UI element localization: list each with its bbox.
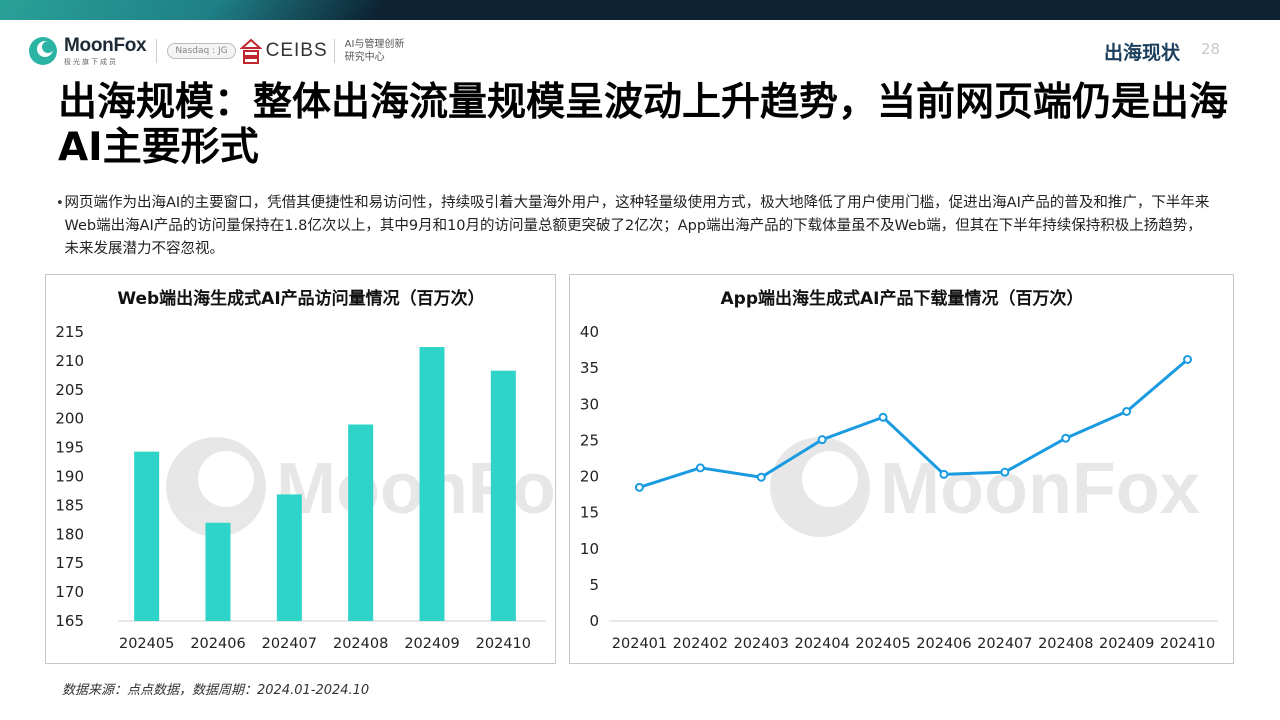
data-point <box>1000 467 1010 477</box>
partner-subtitle-2: 研究中心 <box>344 52 385 63</box>
x-tick-label: 202407 <box>262 636 317 652</box>
x-tick-label: 202410 <box>476 636 531 652</box>
data-point <box>1183 354 1193 364</box>
x-tick-label: 202402 <box>673 636 728 652</box>
bar <box>205 522 231 621</box>
bar <box>490 370 516 621</box>
y-tick-label: 205 <box>55 381 84 399</box>
watermark-icon <box>770 437 870 537</box>
brand-subtitle: 极光旗下成员 <box>64 57 118 66</box>
x-tick-label: 202404 <box>794 636 849 652</box>
x-tick-label: 202410 <box>1160 636 1215 652</box>
y-tick-label: 10 <box>580 540 599 558</box>
bar <box>348 424 374 621</box>
partner-subtitle-1: AI与管理创新 <box>344 39 405 50</box>
data-point <box>817 435 827 445</box>
x-tick-label: 202406 <box>190 636 245 652</box>
page-number: 28 <box>1201 40 1221 58</box>
bar <box>134 451 160 621</box>
series-line <box>638 358 1189 489</box>
y-tick-label: 195 <box>55 439 84 457</box>
data-point <box>1122 406 1132 416</box>
chart-title: App端出海生成式AI产品下载量情况（百万次） <box>721 288 1084 309</box>
moonfox-watermark: MoonFox <box>770 437 1200 537</box>
partner-divider <box>333 39 335 63</box>
y-tick-label: 40 <box>580 323 599 341</box>
y-tick-label: 165 <box>55 612 84 630</box>
ceibs-logo-icon <box>239 38 262 64</box>
logo-divider <box>156 39 158 63</box>
x-tick-label: 202405 <box>119 636 174 652</box>
app-chart-panel: MoonFox App端出海生成式AI产品下载量情况（百万次） 0 5 10 15 20 25… <box>569 274 1234 664</box>
partner-name: CEIBS <box>265 40 328 61</box>
x-tick-label: 202403 <box>734 636 789 652</box>
data-source-note: 数据来源：点点数据，数据周期：2024.01-2024.10 <box>62 683 370 698</box>
y-tick-label: 25 <box>580 431 599 449</box>
y-tick-label: 210 <box>55 352 84 370</box>
x-tick-label: 202405 <box>855 636 910 652</box>
y-tick-label: 215 <box>55 323 84 341</box>
x-tick-label: 202408 <box>333 636 388 652</box>
data-point <box>878 412 888 422</box>
x-tick-label: 202407 <box>977 636 1032 652</box>
y-tick-label: 0 <box>589 612 599 630</box>
summary-text: 网页端作为出海AI的主要窗口，凭借其便捷性和易访问性，持续吸引着大量海外用户，这… <box>64 195 1210 257</box>
data-point <box>939 469 949 479</box>
bullet-dot: • <box>56 196 64 211</box>
top-decor-band <box>0 0 1280 20</box>
y-tick-label: 180 <box>55 525 84 543</box>
bar <box>276 494 302 621</box>
y-tick-label: 5 <box>589 576 599 594</box>
y-tick-label: 30 <box>580 395 599 413</box>
y-tick-label: 175 <box>55 554 84 572</box>
y-tick-label: 170 <box>55 583 84 601</box>
x-tick-label: 202408 <box>1038 636 1093 652</box>
brand-name: MoonFox <box>64 34 147 56</box>
watermark-icon-cut <box>802 451 858 507</box>
data-point <box>756 472 766 482</box>
y-tick-label: 15 <box>580 504 599 522</box>
page-title: 出海规模：整体出海流量规模呈波动上升趋势，当前网页端仍是出海AI主要形式 <box>58 80 1229 170</box>
chart-title: Web端出海生成式AI产品访问量情况（百万次） <box>117 288 484 309</box>
y-tick-label: 35 <box>580 359 599 377</box>
web-visits-bar-chart: MoonFoxWeb端出海生成式AI产品访问量情况（百万次）1651701751… <box>55 288 557 652</box>
x-tick-label: 202409 <box>1099 636 1154 652</box>
x-tick-label: 202406 <box>916 636 971 652</box>
x-tick-label: 202401 <box>612 636 667 652</box>
data-point <box>695 463 705 473</box>
watermark-icon <box>166 437 266 537</box>
app-downloads-line-chart: MoonFox App端出海生成式AI产品下载量情况（百万次） 0 5 10 15 20 25… <box>580 288 1218 652</box>
y-tick-label: 190 <box>55 468 84 486</box>
y-tick-label: 20 <box>580 468 599 486</box>
summary-bullet: • 网页端作为出海AI的主要窗口，凭借其便捷性和易访问性，持续吸引着大量海外用户… <box>56 192 1216 261</box>
y-tick-label: 185 <box>55 496 84 514</box>
data-point <box>1061 433 1071 443</box>
watermark-icon-cut <box>198 451 254 507</box>
moonfox-logo-icon <box>29 37 57 65</box>
section-label: 出海现状 <box>1104 42 1181 64</box>
web-chart-panel: MoonFoxWeb端出海生成式AI产品访问量情况（百万次）1651701751… <box>45 274 557 664</box>
data-point <box>634 482 644 492</box>
x-tick-label: 202409 <box>404 636 459 652</box>
y-tick-label: 200 <box>55 410 84 428</box>
nasdaq-badge: Nasdaq : JG <box>167 43 236 59</box>
bar <box>419 347 445 621</box>
header-logos: MoonFox 极光旗下成员 Nasdaq : JG CEIBS AI与管理创新… <box>28 31 404 71</box>
